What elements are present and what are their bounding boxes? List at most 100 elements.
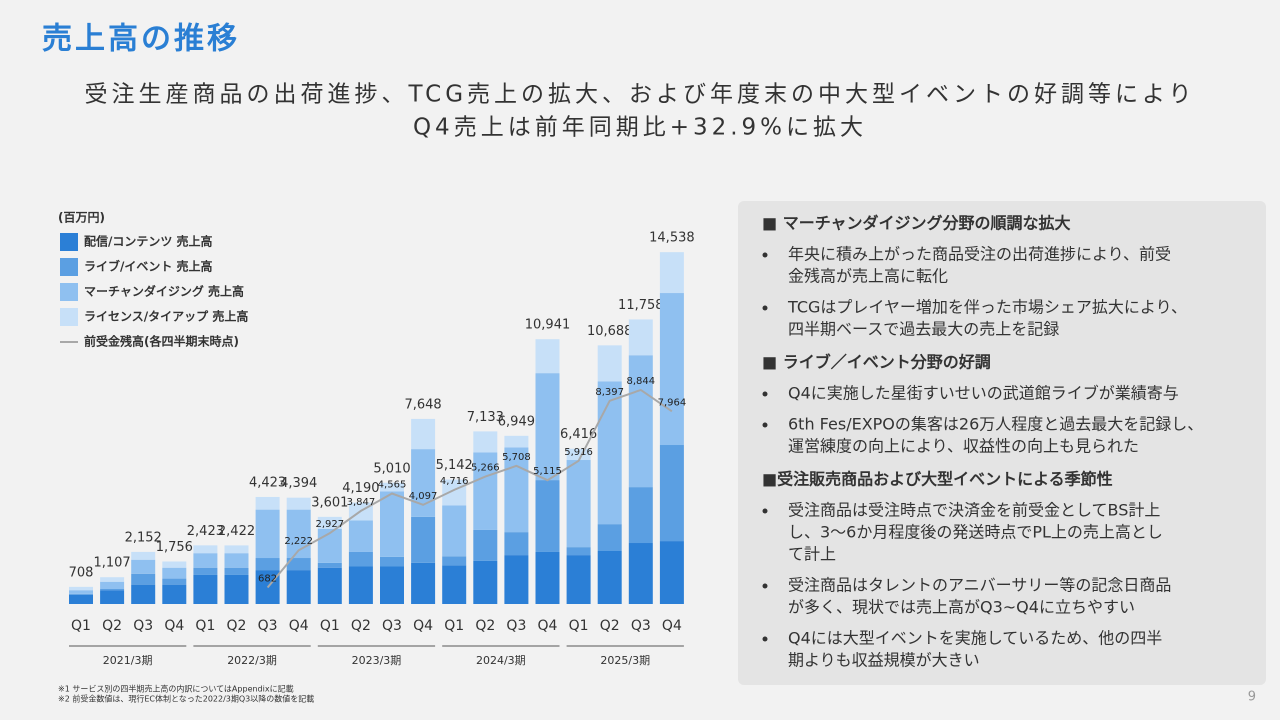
total-label: 6,949 bbox=[498, 414, 535, 429]
subtitle: 受注生産商品の出荷進捗、TCG売上の拡大、および年度末の中大型イベントの好調等に… bbox=[84, 82, 1195, 108]
bar-segment bbox=[224, 553, 249, 568]
legend-swatch bbox=[60, 283, 78, 301]
bar-segment bbox=[100, 581, 125, 589]
bar-segment bbox=[566, 448, 591, 461]
total-label: 10,941 bbox=[525, 318, 571, 333]
total-label: 14,538 bbox=[649, 231, 695, 246]
x-tick-label: Q2 bbox=[227, 618, 247, 634]
legend-swatch bbox=[60, 308, 78, 326]
bullet-text: 運営練度の向上により、収益性の向上も見られた bbox=[788, 437, 1139, 456]
bar-segment bbox=[380, 482, 404, 492]
total-label: 1,107 bbox=[93, 556, 130, 571]
line-label: 4,097 bbox=[409, 491, 438, 502]
total-label: 4,394 bbox=[280, 476, 317, 491]
subtitle: Q4売上は前年同期比+32.9%に拡大 bbox=[413, 115, 867, 141]
x-tick-label: Q2 bbox=[600, 618, 620, 634]
bullet-dot bbox=[762, 391, 768, 397]
bar-segment bbox=[473, 560, 498, 604]
bar-segment bbox=[162, 561, 187, 568]
bar-segment bbox=[411, 449, 436, 517]
bar-segment bbox=[566, 460, 591, 548]
legend-label: 前受金残高(各四半期末時点) bbox=[84, 334, 239, 349]
total-label: 5,010 bbox=[373, 461, 410, 476]
bar-segment bbox=[411, 418, 436, 450]
footnote: ※1 サービス別の四半期売上高の内訳についてはAppendixに記載 bbox=[58, 684, 294, 694]
line-label: 5,916 bbox=[564, 447, 593, 458]
bar-segment bbox=[69, 594, 93, 604]
bullet-dot bbox=[762, 305, 768, 311]
total-label: 7,133 bbox=[467, 410, 504, 425]
bullet-text: 受注商品はタレントのアニバーサリー等の記念日商品 bbox=[788, 576, 1171, 595]
bullet-text: 受注商品は受注時点で決済金を前受金としてBS計上 bbox=[788, 501, 1160, 520]
bar-segment bbox=[131, 551, 156, 560]
x-tick-label: Q1 bbox=[71, 618, 91, 634]
line-label: 2,222 bbox=[284, 536, 313, 547]
panel-heading: ■ ライブ／イベント分野の好調 bbox=[762, 353, 991, 372]
group-label: 2021/3期 bbox=[103, 654, 153, 667]
bullet-text: が多く、現状では売上高がQ3~Q4に立ちやすい bbox=[788, 598, 1135, 617]
bar-segment bbox=[69, 590, 93, 594]
x-tick-label: Q3 bbox=[631, 618, 651, 634]
bar-segment bbox=[348, 566, 373, 604]
legend-label: ライセンス/タイアップ 売上高 bbox=[84, 309, 248, 324]
bar-segment bbox=[224, 545, 249, 554]
x-tick-label: Q1 bbox=[320, 618, 340, 634]
bar-segment bbox=[286, 497, 311, 510]
x-tick-label: Q3 bbox=[382, 618, 402, 634]
bar-segment bbox=[442, 556, 467, 566]
bar-segment bbox=[597, 381, 622, 525]
bar-segment bbox=[286, 570, 311, 604]
legend-label: ライブ/イベント 売上高 bbox=[84, 259, 213, 274]
bar-segment bbox=[193, 553, 218, 568]
line-label: 5,115 bbox=[533, 466, 562, 477]
bar-segment bbox=[411, 562, 436, 604]
line-label: 8,397 bbox=[595, 387, 624, 398]
bar-segment bbox=[628, 319, 653, 356]
bar-segment bbox=[193, 574, 218, 604]
bar-segment bbox=[286, 558, 311, 571]
x-tick-label: Q4 bbox=[413, 618, 433, 634]
x-tick-label: Q4 bbox=[662, 618, 682, 634]
x-tick-label: Q1 bbox=[195, 618, 215, 634]
bar-segment bbox=[442, 505, 467, 557]
x-tick-label: Q2 bbox=[102, 618, 122, 634]
bar-segment bbox=[535, 551, 560, 604]
bar-segment bbox=[255, 558, 280, 571]
bar-segment bbox=[100, 588, 125, 591]
bullet-dot bbox=[762, 508, 768, 514]
group-label: 2022/3期 bbox=[227, 654, 277, 667]
bar-segment bbox=[162, 578, 187, 585]
bar-segment bbox=[193, 545, 218, 554]
total-label: 1,756 bbox=[156, 540, 193, 555]
line-label: 682 bbox=[258, 573, 277, 584]
bar-segment bbox=[162, 584, 187, 604]
total-label: 2,423 bbox=[187, 524, 224, 539]
x-tick-label: Q2 bbox=[351, 618, 371, 634]
bullet-dot bbox=[762, 252, 768, 258]
x-tick-label: Q3 bbox=[506, 618, 526, 634]
balance-line bbox=[266, 388, 673, 589]
line-label: 5,708 bbox=[502, 452, 531, 463]
group-label: 2025/3期 bbox=[600, 654, 650, 667]
line-label: 4,565 bbox=[378, 480, 407, 491]
bar-segment bbox=[659, 293, 684, 446]
panel-heading: ■受注販売商品および大型イベントによる季節性 bbox=[762, 470, 1113, 489]
bar-segment bbox=[69, 593, 93, 595]
bullet-text: 6th Fes/EXPOの集客は26万人程度と過去最大を記録し、 bbox=[788, 415, 1203, 434]
group-label: 2024/3期 bbox=[476, 654, 526, 667]
group-label: 2023/3期 bbox=[352, 654, 402, 667]
total-label: 2,152 bbox=[125, 530, 162, 545]
bullet-text: TCGはプレイヤー増加を伴った市場シェア拡大により、 bbox=[787, 298, 1187, 317]
bar-segment bbox=[473, 431, 498, 453]
bullet-text: Q4には大型イベントを実施しているため、他の四半 bbox=[788, 629, 1162, 648]
line-label: 3,847 bbox=[347, 497, 376, 508]
total-label: 7,648 bbox=[404, 397, 441, 412]
bar-segment bbox=[69, 586, 93, 591]
bar-segment bbox=[224, 567, 249, 575]
panel-heading: ■ マーチャンダイジング分野の順調な拡大 bbox=[762, 214, 1071, 233]
bar-segment bbox=[504, 447, 529, 533]
bullet-text: 期よりも収益規模が大きい bbox=[788, 651, 980, 670]
bar-segment bbox=[100, 577, 125, 582]
bar-segment bbox=[380, 566, 404, 604]
